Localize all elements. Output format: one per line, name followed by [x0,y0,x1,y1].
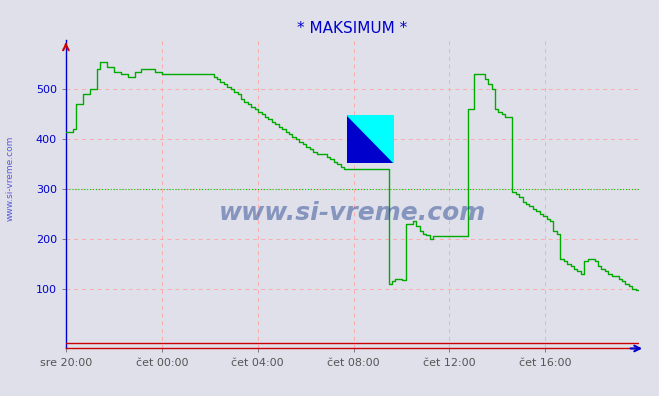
Bar [347,115,370,139]
Text: www.si-vreme.com: www.si-vreme.com [219,200,486,225]
Polygon shape [347,115,394,163]
Title: * MAKSIMUM *: * MAKSIMUM * [297,21,408,36]
Text: www.si-vreme.com: www.si-vreme.com [5,135,14,221]
Bar [370,115,394,139]
Polygon shape [347,115,394,163]
